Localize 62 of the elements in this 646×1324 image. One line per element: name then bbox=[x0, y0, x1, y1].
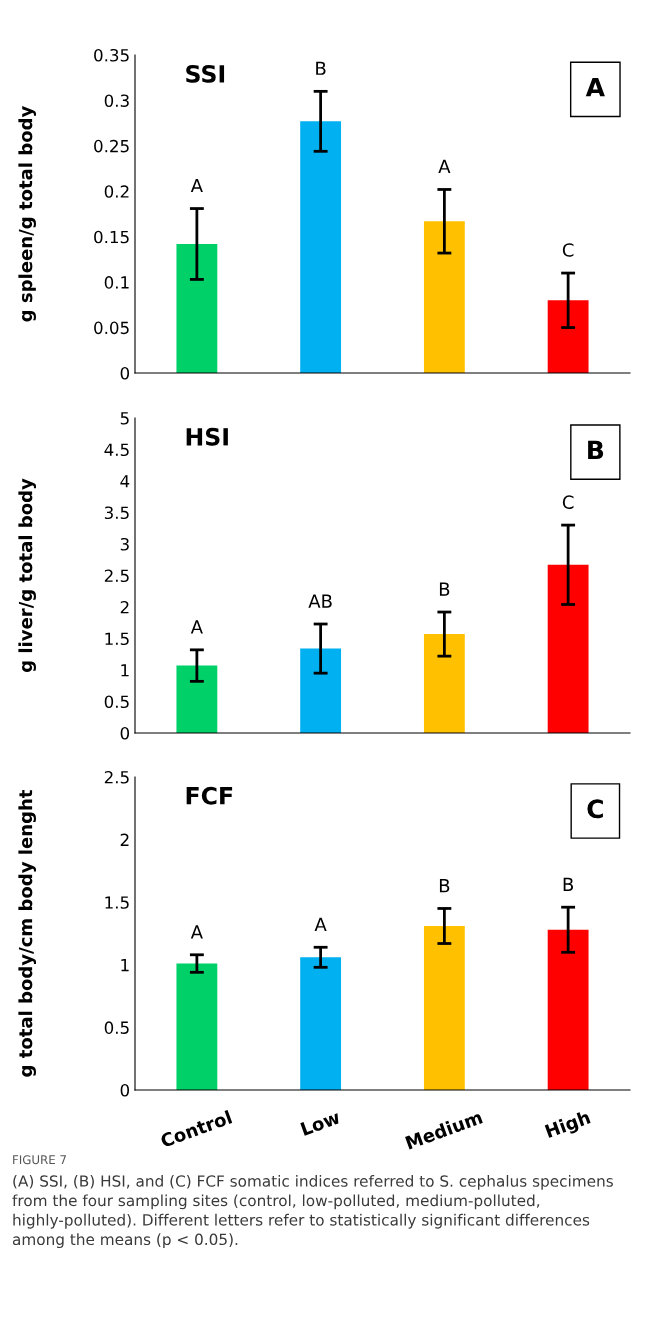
y-tick-label: 3.5 bbox=[104, 506, 129, 520]
y-axis-title: g liver/g total body bbox=[18, 478, 36, 673]
bar bbox=[300, 648, 342, 733]
text: (A) SSI, (B) HSI, and (C) FCF somatic indices referred to S. cephalus specimens from the four sampling sites (control, low-polluted, medium-polluted, highly-polluted). Different letters refer to statistically significant differences among the means (p < 0.05). bbox=[12, 1175, 613, 1249]
y-tick-label: 1 bbox=[121, 958, 129, 972]
annotation: AB bbox=[308, 594, 332, 608]
bar bbox=[423, 634, 465, 733]
y-tick-label: 0.25 bbox=[94, 139, 129, 153]
chart-title: FCF bbox=[186, 786, 233, 805]
annotation: C bbox=[587, 799, 603, 819]
bar bbox=[176, 243, 218, 373]
y-tick-label: 1.5 bbox=[105, 632, 129, 646]
annotation: A bbox=[585, 78, 605, 97]
bar bbox=[300, 121, 342, 373]
y-tick-label: 2.5 bbox=[104, 569, 129, 583]
bar bbox=[176, 963, 218, 1090]
chart-title: SSI bbox=[186, 64, 225, 83]
annotation: C bbox=[562, 243, 574, 257]
y-tick-label: 0.5 bbox=[104, 1021, 129, 1034]
x-tick-label: High bbox=[544, 1109, 592, 1142]
y-tick-label: 0.1 bbox=[104, 276, 129, 289]
y-tick-label: 0 bbox=[120, 1083, 130, 1097]
bar bbox=[547, 929, 589, 1090]
y-tick-label: 2.5 bbox=[104, 770, 129, 784]
y-tick-label: 0.15 bbox=[94, 230, 129, 244]
y-tick-label: 1 bbox=[121, 664, 129, 677]
bar bbox=[423, 925, 465, 1090]
y-axis-title: g spleen/g total body bbox=[18, 106, 36, 322]
annotation: B bbox=[316, 61, 326, 75]
bar bbox=[176, 665, 218, 733]
y-axis-title: g total body/cm body lenght bbox=[18, 789, 36, 1077]
annotation: A bbox=[438, 159, 451, 173]
annotation: A bbox=[190, 178, 203, 193]
annotation: A bbox=[190, 925, 203, 939]
y-tick-label: 4.5 bbox=[104, 443, 129, 457]
y-tick-label: 0.05 bbox=[94, 321, 129, 335]
y-tick-label: 1.5 bbox=[105, 896, 129, 909]
y-tick-label: 0 bbox=[120, 726, 130, 740]
y-tick-label: 0.35 bbox=[94, 48, 129, 62]
bar bbox=[300, 957, 342, 1090]
y-tick-label: 3 bbox=[120, 537, 129, 551]
annotation: B bbox=[588, 440, 604, 460]
y-tick-label: 4 bbox=[120, 475, 130, 488]
y-tick-label: 0.2 bbox=[104, 185, 129, 198]
bar bbox=[423, 221, 465, 373]
annotation: A bbox=[314, 917, 327, 931]
bar bbox=[547, 300, 589, 373]
annotation: C bbox=[562, 495, 574, 509]
annotation: B bbox=[439, 879, 450, 893]
bar bbox=[547, 564, 589, 733]
caption: FIGURE 7 bbox=[13, 1155, 66, 1165]
annotation: B bbox=[563, 877, 574, 891]
y-tick-label: 0.3 bbox=[104, 94, 129, 107]
y-tick-label: 0.5 bbox=[104, 695, 129, 709]
annotation: B bbox=[439, 582, 450, 596]
y-tick-label: 5 bbox=[120, 412, 129, 425]
chart-title: HSI bbox=[186, 427, 228, 446]
y-tick-label: 2 bbox=[120, 833, 129, 846]
x-tick-label: Low bbox=[300, 1110, 341, 1136]
y-tick-label: 2 bbox=[120, 600, 129, 614]
y-tick-label: 0 bbox=[120, 366, 130, 380]
annotation: A bbox=[190, 620, 203, 634]
